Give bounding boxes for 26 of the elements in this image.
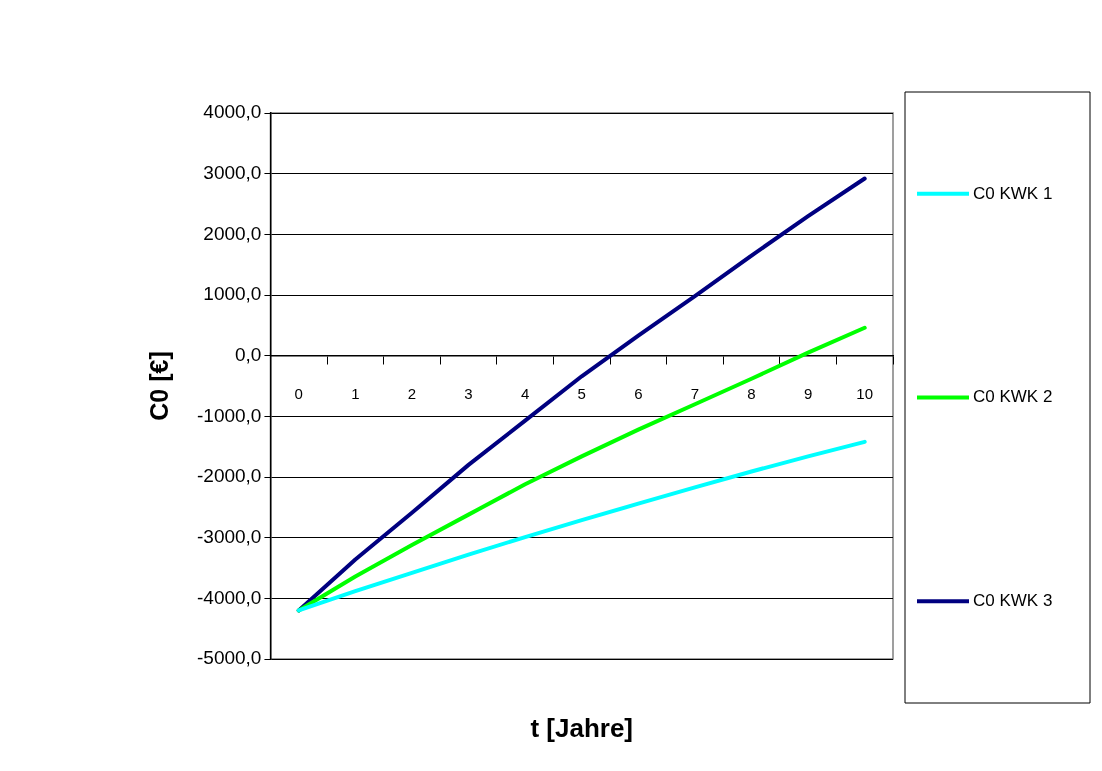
x-tick-label: 1 <box>351 384 360 402</box>
y-tick-label: -1000,0 <box>196 404 262 426</box>
x-tick-label: 3 <box>464 384 473 402</box>
legend-label: C0 KWK 2 <box>973 387 1053 407</box>
y-tick-label: 3000,0 <box>203 161 262 183</box>
y-tick-label: -5000,0 <box>196 647 262 669</box>
x-tick-label: 8 <box>747 384 756 402</box>
y-tick-label: -3000,0 <box>196 525 262 547</box>
y-tick-label: 4000,0 <box>203 101 262 123</box>
y-tick-label: 2000,0 <box>203 222 262 244</box>
y-axis-title: C0 [€] <box>144 351 173 421</box>
x-tick-label: 2 <box>407 384 417 402</box>
x-tick-label: 5 <box>577 384 586 402</box>
y-tick-label: 0,0 <box>235 343 262 365</box>
y-tick-label: -4000,0 <box>196 586 262 608</box>
x-tick-label: 6 <box>634 384 643 402</box>
x-axis-title: t [Jahre] <box>530 713 634 744</box>
x-tick-label: 9 <box>803 384 813 402</box>
legend-label: C0 KWK 3 <box>973 590 1053 610</box>
y-tick-label: -2000,0 <box>196 465 262 487</box>
y-tick-label: 1000,0 <box>203 283 262 305</box>
x-tick-label: 4 <box>520 384 530 402</box>
x-tick-label: 10 <box>856 384 874 402</box>
x-tick-label: 7 <box>690 384 700 402</box>
x-tick-label: 0 <box>294 384 303 402</box>
legend-label: C0 KWK 1 <box>973 183 1053 203</box>
